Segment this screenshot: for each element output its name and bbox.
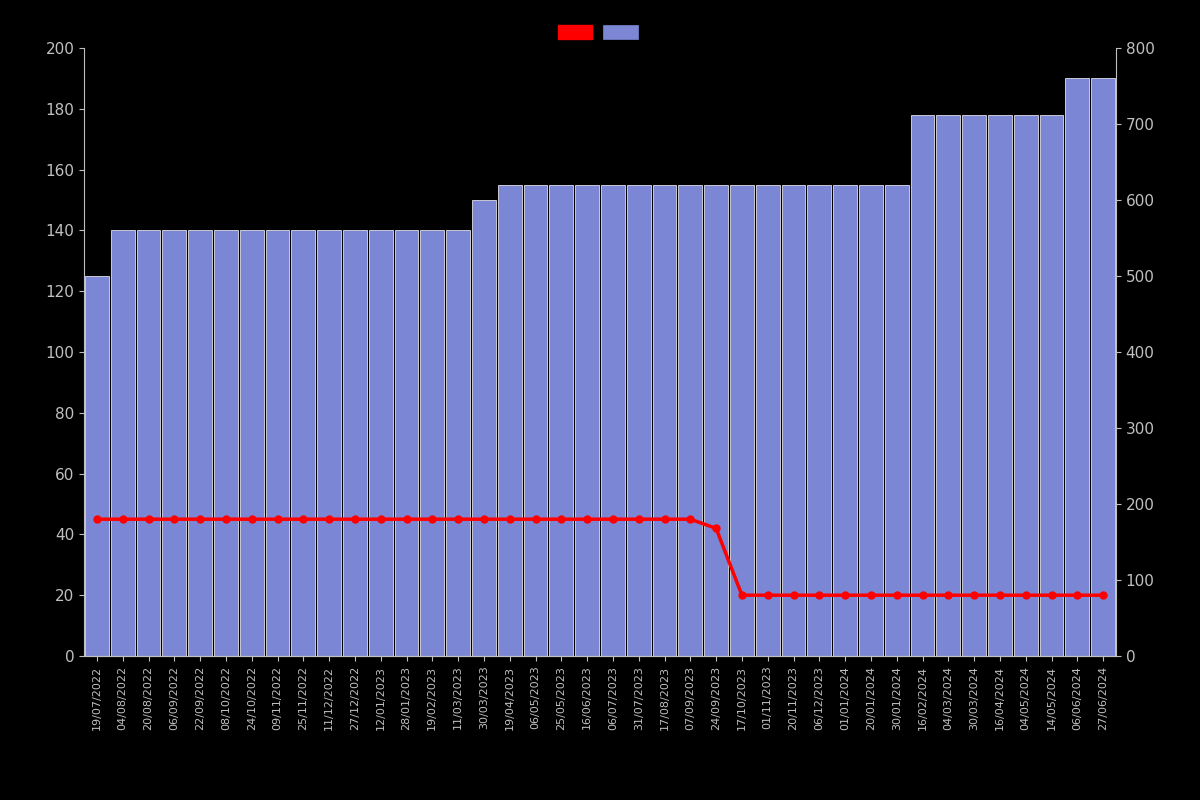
Bar [343, 230, 367, 656]
Bar [678, 185, 702, 656]
Bar [1066, 78, 1090, 656]
Bar [550, 185, 574, 656]
Bar [240, 230, 264, 656]
Bar [395, 230, 419, 656]
Bar [808, 185, 832, 656]
Bar [704, 185, 728, 656]
Bar [137, 230, 161, 656]
Bar [162, 230, 186, 656]
Legend: , : , [558, 25, 642, 39]
Bar [988, 115, 1012, 656]
Bar [317, 230, 341, 656]
Bar [1014, 115, 1038, 656]
Bar [420, 230, 444, 656]
Bar [85, 276, 109, 656]
Bar [446, 230, 470, 656]
Bar [730, 185, 754, 656]
Bar [756, 185, 780, 656]
Bar [1091, 78, 1115, 656]
Bar [368, 230, 392, 656]
Bar [653, 185, 677, 656]
Bar [1039, 115, 1063, 656]
Bar [962, 115, 986, 656]
Bar [936, 115, 960, 656]
Bar [110, 230, 134, 656]
Bar [833, 185, 857, 656]
Bar [265, 230, 289, 656]
Bar [498, 185, 522, 656]
Bar [214, 230, 238, 656]
Bar [292, 230, 316, 656]
Bar [575, 185, 599, 656]
Bar [626, 185, 650, 656]
Bar [859, 185, 883, 656]
Bar [188, 230, 212, 656]
Bar [884, 185, 908, 656]
Bar [911, 115, 935, 656]
Bar [472, 200, 496, 656]
Bar [601, 185, 625, 656]
Bar [781, 185, 805, 656]
Bar [523, 185, 547, 656]
